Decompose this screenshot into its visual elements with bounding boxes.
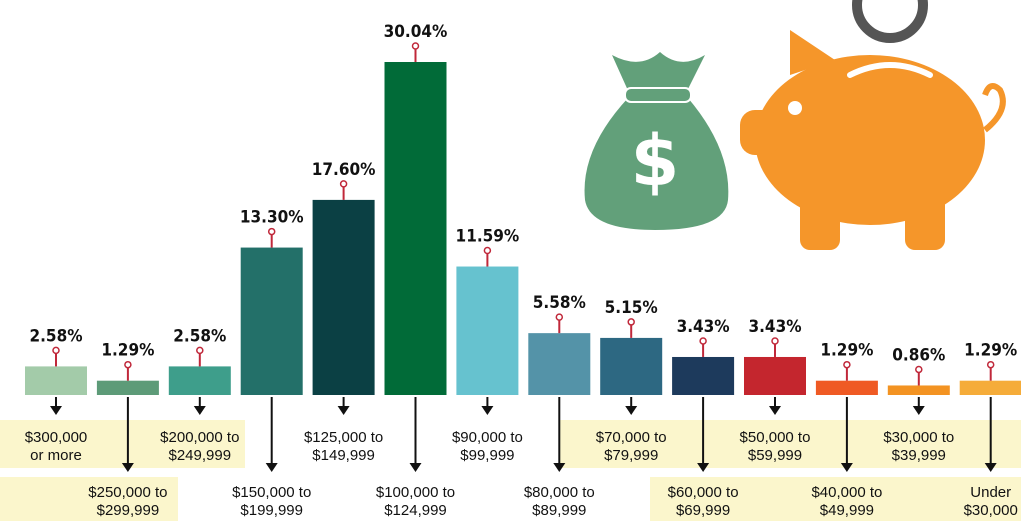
value-label: 2.58% [29, 326, 82, 346]
piggy-bank-icon [740, 0, 1003, 250]
bar [313, 200, 375, 395]
category-label: $200,000 to [160, 429, 239, 446]
stem-dot [700, 338, 706, 344]
bar [816, 381, 878, 395]
category-label: $100,000 to [376, 484, 455, 501]
stem-dot [125, 362, 131, 368]
stem-dot [484, 248, 490, 254]
bar [169, 366, 231, 395]
arrow-head [194, 406, 206, 415]
chart: $ 2.58%$300,000or more1.29%$250,000 to$2… [0, 0, 1021, 521]
category-label: $49,999 [820, 502, 874, 519]
value-label: 3.43% [677, 317, 730, 337]
category-label: $30,000 [964, 502, 1018, 519]
category-label: $79,999 [604, 447, 658, 464]
bar [744, 357, 806, 395]
stem-dot [197, 347, 203, 353]
arrow-head [410, 463, 422, 472]
category-label: $90,000 to [452, 429, 523, 446]
value-label: 3.43% [748, 317, 801, 337]
value-label: 0.86% [892, 345, 945, 365]
bar [97, 381, 159, 395]
bar [385, 62, 447, 395]
category-label: $39,999 [892, 447, 946, 464]
stem-dot [988, 362, 994, 368]
value-label: 2.58% [173, 326, 226, 346]
bar [25, 366, 87, 395]
bar [456, 267, 518, 395]
arrow-head [481, 406, 493, 415]
stem-dot [556, 314, 562, 320]
category-label: $89,999 [532, 502, 586, 519]
category-label: $249,999 [169, 447, 232, 464]
stem-dot [413, 43, 419, 49]
category-label: $99,999 [460, 447, 514, 464]
stem-dot [844, 362, 850, 368]
category-label: $59,999 [748, 447, 802, 464]
svg-text:$: $ [631, 120, 680, 202]
category-label: Under [970, 484, 1011, 501]
value-label: 11.59% [456, 227, 520, 247]
stem-dot [269, 229, 275, 235]
category-label: $69,999 [676, 502, 730, 519]
category-label: $199,999 [240, 502, 303, 519]
stem-dot [341, 181, 347, 187]
arrow-head [266, 463, 278, 472]
category-label: $60,000 to [668, 484, 739, 501]
bar [528, 333, 590, 395]
category-label: $50,000 to [740, 429, 811, 446]
stem-dot [628, 319, 634, 325]
category-label: $125,000 to [304, 429, 383, 446]
value-label: 1.29% [964, 341, 1017, 361]
bar [672, 357, 734, 395]
value-label: 1.29% [101, 341, 154, 361]
bar [600, 338, 662, 395]
bar [241, 248, 303, 395]
bar [960, 381, 1021, 395]
category-label: $80,000 to [524, 484, 595, 501]
stem-dot [772, 338, 778, 344]
category-label: $300,000 [25, 429, 88, 446]
value-label: 13.30% [240, 208, 304, 228]
value-label: 1.29% [820, 341, 873, 361]
category-label: $70,000 to [596, 429, 667, 446]
category-label: $149,999 [312, 447, 375, 464]
category-label: $124,999 [384, 502, 447, 519]
value-label: 30.04% [384, 22, 448, 42]
value-label: 5.58% [533, 293, 586, 313]
stem-dot [53, 347, 59, 353]
category-label: $30,000 to [883, 429, 954, 446]
category-label: $150,000 to [232, 484, 311, 501]
value-label: 17.60% [312, 160, 376, 180]
arrow-head [625, 406, 637, 415]
arrow-head [913, 406, 925, 415]
stem-dot [916, 366, 922, 372]
arrow-head [50, 406, 62, 415]
arrow-head [769, 406, 781, 415]
category-label: $40,000 to [811, 484, 882, 501]
arrow-head [338, 406, 350, 415]
category-label: or more [30, 447, 82, 464]
bar [888, 385, 950, 395]
money-bag-icon: $ [585, 52, 729, 230]
category-label: $250,000 to [88, 484, 167, 501]
category-label: $299,999 [97, 502, 160, 519]
value-label: 5.15% [605, 298, 658, 318]
